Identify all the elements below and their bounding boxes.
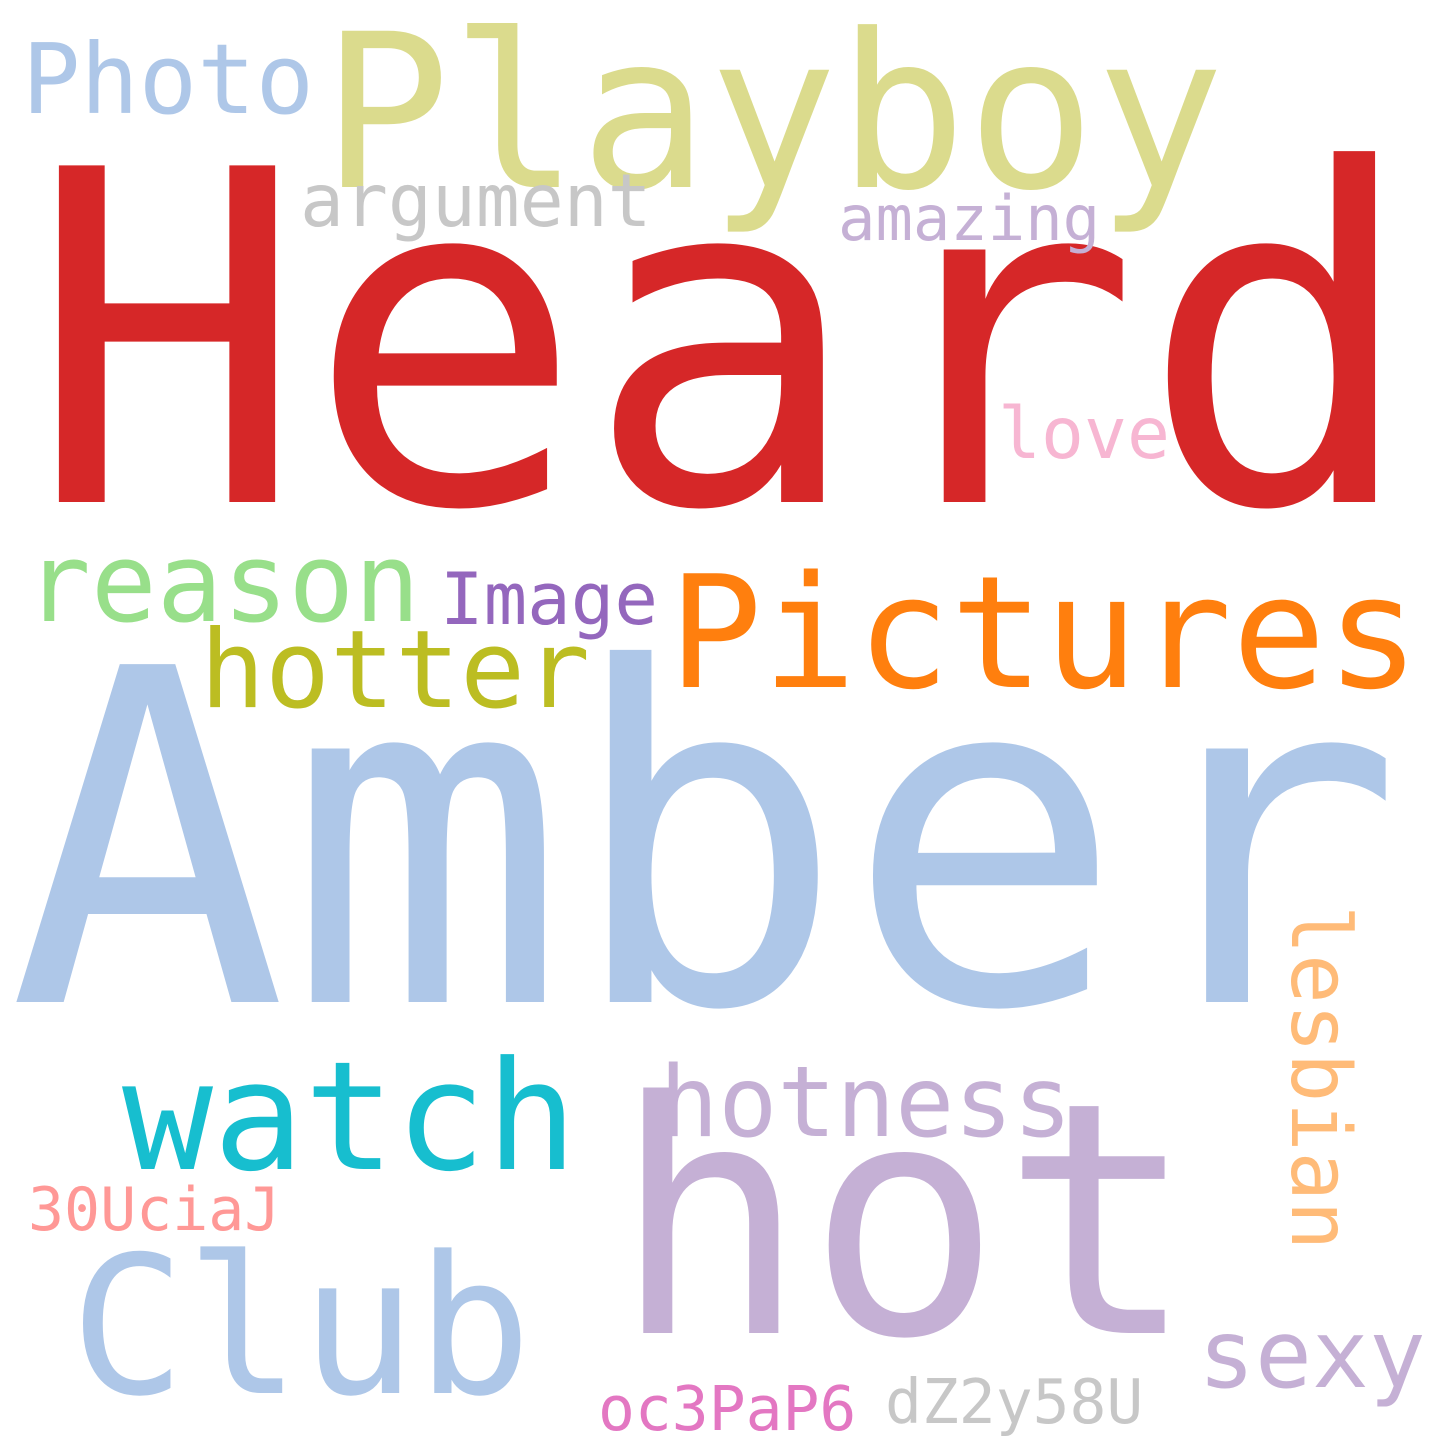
word-photo: Photo — [22, 22, 314, 136]
word-hotness: hotness — [659, 1046, 1073, 1160]
word-watch: watch — [122, 1028, 578, 1205]
word-hotter: hotter — [200, 607, 591, 733]
word-argument: argument — [300, 158, 652, 244]
word-love: love — [998, 391, 1170, 475]
word-heard: Heard — [28, 72, 1419, 611]
word-lesbian: lesbian — [1272, 905, 1367, 1251]
word-playboy: Playboy — [321, 0, 1225, 238]
word-hot: hot — [612, 1034, 1197, 1410]
word-30uciaj: 30UciaJ — [28, 1175, 281, 1245]
word-amazing: amazing — [838, 182, 1101, 255]
word-reason: reason — [25, 518, 421, 647]
word-club: Club — [70, 1215, 532, 1439]
word-oc3pap6: oc3PaP6 — [598, 1373, 857, 1440]
word-sexy: sexy — [1198, 1299, 1426, 1410]
word-image: Image — [440, 558, 658, 642]
word-amber: Amber — [8, 573, 1404, 1112]
word-dz2y58u: dZ2y58U — [885, 1367, 1144, 1438]
word-pictures: Pictures — [668, 542, 1420, 724]
